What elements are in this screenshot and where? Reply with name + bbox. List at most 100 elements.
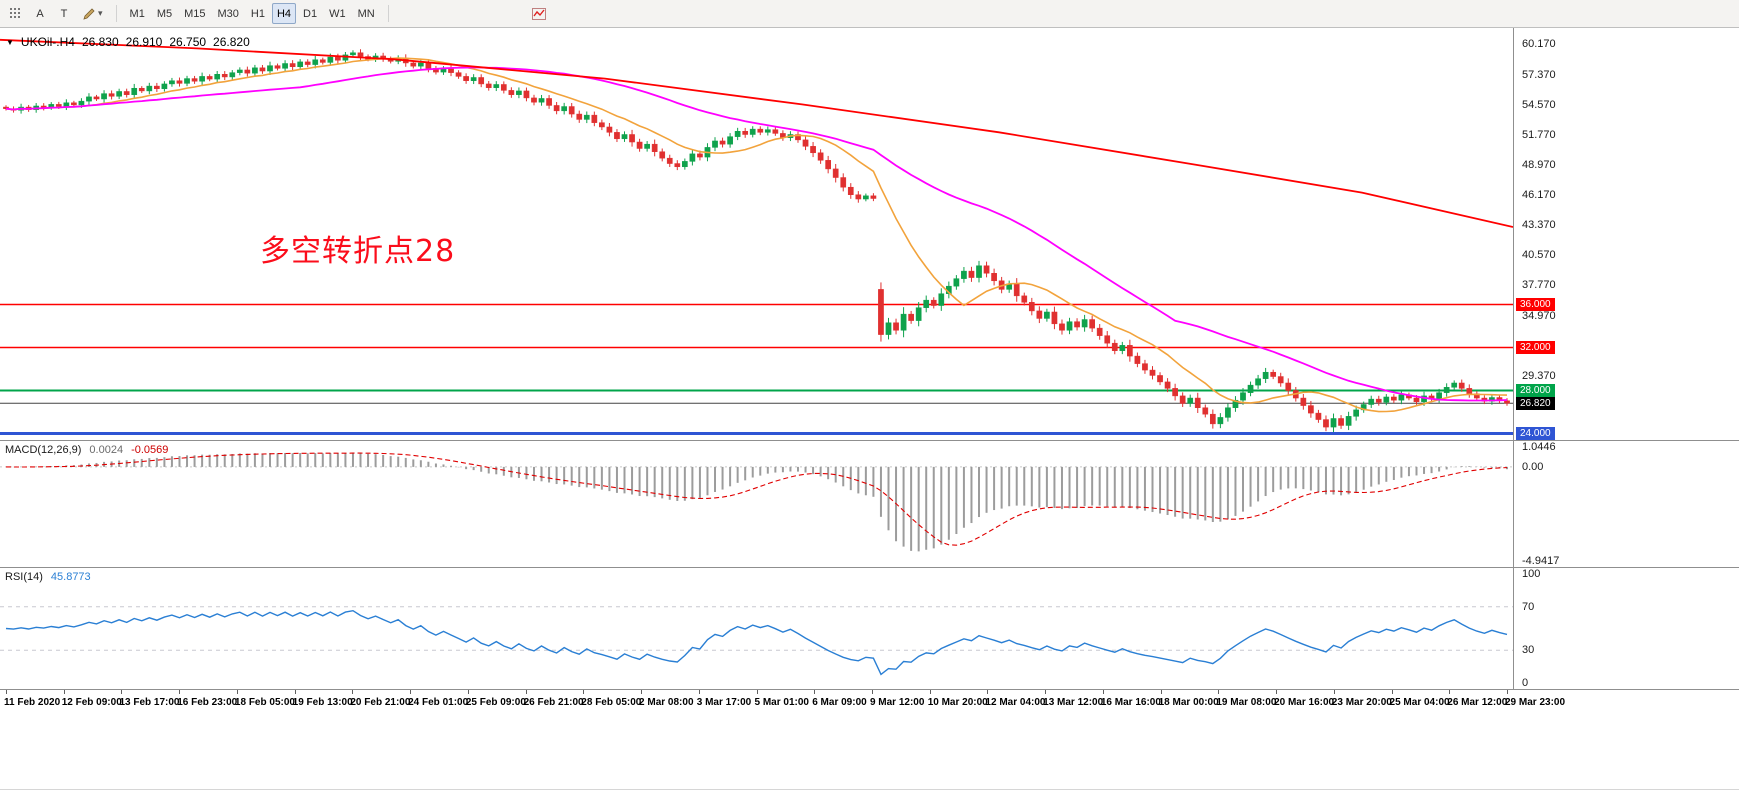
cursor-tool-label: A bbox=[36, 7, 44, 20]
time-tick bbox=[814, 690, 816, 694]
ohlc-low: 26.750 bbox=[169, 35, 207, 49]
rsi-scale-label: 100 bbox=[1522, 568, 1541, 580]
rsi-scale-label: 30 bbox=[1522, 644, 1535, 657]
toolbar-separator bbox=[387, 5, 389, 22]
timeframe-H1[interactable]: H1 bbox=[250, 7, 265, 20]
toolbar-separator bbox=[115, 5, 117, 22]
macd-scale-label: 1.0446 bbox=[1522, 441, 1556, 453]
timeframe-MN[interactable]: MN bbox=[357, 7, 375, 20]
mini-chart-icon[interactable] bbox=[527, 3, 552, 24]
time-label: 20 Mar 16:00 bbox=[1274, 697, 1335, 708]
time-axis[interactable]: 11 Feb 2020 12 Feb 09:00 13 Feb 17:00 16 Fe… bbox=[0, 690, 1739, 712]
text-tool-button[interactable]: T bbox=[53, 3, 75, 24]
time-tick bbox=[871, 690, 873, 694]
price-scale-label: 37.770 bbox=[1522, 279, 1556, 292]
price-badge-36.000[interactable]: 36.000 bbox=[1516, 297, 1555, 311]
macd-name-label: MACD(12,26,9) bbox=[5, 444, 82, 456]
macd-signal-value: -0.0569 bbox=[131, 444, 169, 456]
panel-divider[interactable] bbox=[0, 440, 1739, 441]
time-tick bbox=[121, 690, 123, 694]
price-badge-24.000[interactable]: 24.000 bbox=[1516, 427, 1555, 441]
time-tick bbox=[1449, 690, 1451, 694]
rsi-chart-svg[interactable] bbox=[0, 568, 1513, 689]
timeframe-H4[interactable]: H4 bbox=[271, 3, 297, 24]
time-tick bbox=[179, 690, 181, 694]
symbol-name: UKOil-.H4 bbox=[20, 35, 75, 49]
price-scale-label: 60.170 bbox=[1522, 38, 1556, 51]
time-tick bbox=[756, 690, 758, 694]
time-tick bbox=[1160, 690, 1162, 694]
time-label: 26 Mar 12:00 bbox=[1447, 697, 1508, 708]
macd-panel[interactable]: MACD(12,26,9) 0.0024 -0.0569 bbox=[0, 441, 1513, 567]
time-label: 20 Feb 21:00 bbox=[350, 697, 411, 708]
timeframe-M1[interactable]: M1 bbox=[129, 7, 145, 20]
time-label: 18 Feb 05:00 bbox=[234, 697, 295, 708]
pencil-icon bbox=[83, 7, 95, 20]
macd-chart-svg[interactable] bbox=[0, 441, 1513, 567]
time-tick bbox=[583, 690, 585, 694]
price-badge-32.000[interactable]: 32.000 bbox=[1516, 340, 1555, 354]
price-scale-label: 51.770 bbox=[1522, 128, 1556, 141]
time-tick bbox=[929, 690, 931, 694]
time-tick bbox=[1507, 690, 1508, 694]
timeframe-D1[interactable]: D1 bbox=[303, 7, 318, 20]
time-tick bbox=[1333, 690, 1335, 694]
window-bottom-border bbox=[0, 789, 1739, 790]
price-chart-svg[interactable] bbox=[0, 28, 1513, 440]
rsi-label: RSI(14) 45.8773 bbox=[5, 571, 91, 583]
chevron-down-icon: ▾ bbox=[98, 8, 103, 18]
price-chart-panel[interactable]: ▼ UKOil-.H4 26.830 26.910 26.750 26.820 … bbox=[0, 28, 1513, 440]
panel-divider[interactable] bbox=[0, 689, 1739, 690]
rsi-name-label: RSI(14) bbox=[5, 571, 43, 583]
time-label: 5 Mar 01:00 bbox=[754, 697, 809, 708]
time-label: 26 Feb 21:00 bbox=[523, 697, 584, 708]
time-label: 12 Feb 09:00 bbox=[61, 697, 122, 708]
time-label: 25 Mar 04:00 bbox=[1389, 697, 1450, 708]
price-scale[interactable]: 60.170 57.370 54.570 51.770 48.970 46.170 43.3… bbox=[1513, 28, 1739, 689]
time-label: 3 Mar 17:00 bbox=[696, 697, 752, 708]
price-scale-label: 29.370 bbox=[1522, 369, 1556, 382]
macd-scale-label: 0.00 bbox=[1522, 460, 1544, 473]
panel-divider[interactable] bbox=[0, 567, 1739, 568]
cursor-tool-button[interactable]: A bbox=[29, 3, 51, 24]
rsi-value: 45.8773 bbox=[50, 571, 91, 583]
macd-scale-label: -4.9417 bbox=[1522, 555, 1560, 567]
time-label: 9 Mar 12:00 bbox=[869, 697, 925, 708]
macd-label: MACD(12,26,9) 0.0024 -0.0569 bbox=[5, 444, 168, 456]
symbol-dropdown-icon[interactable]: ▼ bbox=[6, 37, 14, 47]
timeframe-M30[interactable]: M30 bbox=[217, 7, 239, 20]
timeframe-W1[interactable]: W1 bbox=[329, 7, 346, 20]
time-label: 16 Mar 16:00 bbox=[1100, 697, 1161, 708]
grid-icon[interactable] bbox=[4, 3, 27, 24]
time-label: 12 Mar 04:00 bbox=[985, 697, 1046, 708]
time-tick bbox=[698, 690, 700, 694]
timeframe-M15[interactable]: M15 bbox=[184, 7, 206, 20]
grid-icon-glyph bbox=[10, 8, 20, 18]
time-tick bbox=[1391, 690, 1393, 694]
ohlc-close: 26.820 bbox=[213, 35, 250, 49]
time-tick bbox=[641, 690, 643, 694]
timeframe-M5[interactable]: M5 bbox=[156, 7, 173, 20]
ohlc-high: 26.910 bbox=[125, 35, 163, 49]
price-badge-28.000[interactable]: 28.000 bbox=[1516, 384, 1555, 398]
ma-fast-line bbox=[5, 57, 1508, 413]
time-tick bbox=[1102, 690, 1104, 694]
ma-slow-line bbox=[5, 66, 1508, 402]
time-tick bbox=[352, 690, 354, 694]
time-label: 13 Feb 17:00 bbox=[119, 697, 180, 708]
mini-chart-icon-glyph bbox=[531, 7, 546, 20]
price-scale-label: 57.370 bbox=[1522, 68, 1556, 81]
ohlc-open: 26.830 bbox=[81, 35, 119, 49]
time-label: 28 Feb 05:00 bbox=[581, 697, 642, 708]
time-tick bbox=[1045, 690, 1047, 694]
text-tool-label: T bbox=[60, 7, 68, 20]
time-tick bbox=[63, 690, 65, 694]
rsi-panel[interactable]: RSI(14) 45.8773 bbox=[0, 568, 1513, 689]
draw-tool-button[interactable]: ▾ bbox=[77, 3, 108, 24]
time-label: 24 Feb 01:00 bbox=[408, 697, 469, 708]
macd-main-value: 0.0024 bbox=[89, 444, 124, 456]
time-label: 16 Feb 23:00 bbox=[177, 697, 238, 708]
time-label: 29 Mar 23:00 bbox=[1505, 697, 1566, 708]
time-label: 2 Mar 08:00 bbox=[639, 697, 694, 708]
timeframe-bar: M1 M5 M15 M30 H1 H4 D1 W1 MN bbox=[125, 3, 380, 24]
